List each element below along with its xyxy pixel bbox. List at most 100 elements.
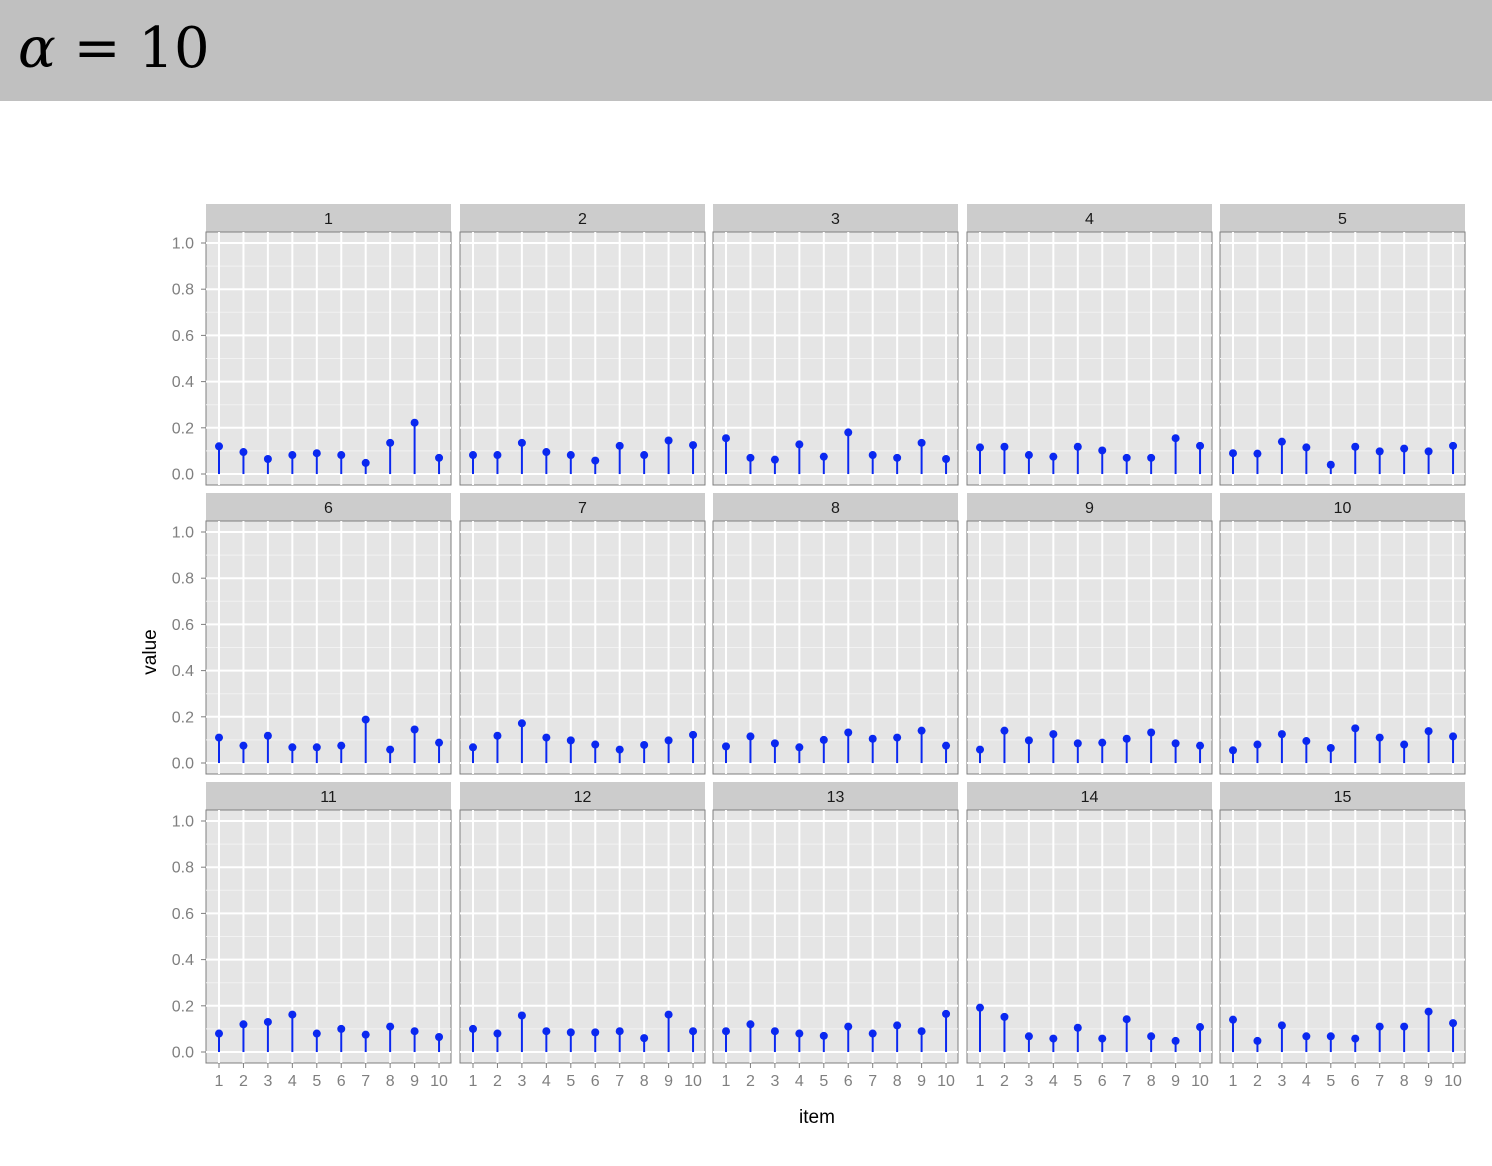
facet-strip [206,493,451,521]
x-tick-label: 4 [1049,1073,1058,1090]
x-tick-label: 10 [1444,1073,1462,1090]
x-tick-label: 8 [1147,1073,1156,1090]
data-point [976,1003,984,1012]
data-point [215,442,223,451]
x-tick-label: 1 [215,1073,224,1090]
x-tick-label: 10 [937,1073,955,1090]
facet-label: 12 [574,789,592,806]
data-point [288,743,297,752]
data-point [542,1027,551,1036]
data-point [337,451,346,460]
data-point [1196,1023,1205,1032]
facet-strip [713,782,958,810]
data-point [1024,736,1033,745]
facet-label: 3 [831,211,840,228]
data-point [591,740,600,749]
data-point [493,451,502,460]
data-point [1229,1015,1237,1024]
y-tick-label: 1.0 [172,814,194,831]
data-point [517,438,526,447]
y-tick-label: 0.0 [172,467,194,484]
data-point [917,1027,926,1036]
data-point [312,449,321,458]
facet-strip [1220,782,1465,810]
data-point [215,733,223,742]
data-point [1122,734,1131,743]
data-point [746,453,755,462]
data-point [312,743,321,752]
data-point [917,726,926,735]
data-point [722,742,730,751]
data-point [1351,724,1360,733]
facet-label: 15 [1334,789,1352,806]
y-tick-label: 0.0 [172,1045,194,1062]
data-point [868,734,877,743]
data-point [1171,1036,1180,1045]
data-point [942,454,951,463]
data-point [410,418,419,427]
facet-strip [1220,493,1465,521]
data-point [615,745,624,754]
data-point [770,1027,779,1036]
data-point [640,740,649,749]
data-point [1400,1022,1409,1031]
data-point [337,1024,346,1033]
data-point [1351,442,1360,451]
title-bar: α = 10 [0,0,1492,101]
x-tick-label: 4 [288,1073,297,1090]
facet-strip [206,782,451,810]
facet-label: 9 [1085,500,1094,517]
y-tick-label: 0.6 [172,617,194,634]
data-point [1449,732,1458,741]
facet-label: 2 [578,211,587,228]
data-point [893,453,902,462]
data-point [1424,447,1433,456]
data-point [893,1021,902,1030]
data-point [1049,452,1058,461]
data-point [1253,740,1262,749]
x-tick-label: 8 [386,1073,395,1090]
data-point [942,741,951,750]
y-axis-title: value [140,629,161,674]
data-point [566,1028,575,1037]
data-point [361,458,370,467]
page-title: α = 10 [18,14,210,84]
y-tick-label: 0.8 [172,282,194,299]
data-point [386,745,395,754]
data-point [1449,441,1458,450]
x-tick-label: 8 [1400,1073,1409,1090]
data-point [1326,460,1335,469]
x-tick-label: 3 [1277,1073,1286,1090]
data-point [239,448,248,457]
data-point [746,732,755,741]
data-point [664,1010,673,1019]
data-point [1302,737,1311,746]
data-point [591,456,600,465]
data-point [542,448,551,457]
data-point [542,733,551,742]
data-point [1147,453,1156,462]
data-point [1449,1019,1458,1028]
data-point [435,1032,444,1041]
data-point [689,730,698,739]
data-point [770,455,779,464]
x-tick-label: 2 [746,1073,755,1090]
data-point [1277,437,1286,446]
facet-strip [460,782,705,810]
data-point [615,441,624,450]
x-tick-label: 2 [493,1073,502,1090]
x-tick-label: 7 [1375,1073,1384,1090]
data-point [1253,449,1262,458]
y-tick-label: 1.0 [172,525,194,542]
data-point [664,736,673,745]
data-point [1400,740,1409,749]
x-tick-label: 4 [542,1073,551,1090]
data-point [1147,1032,1156,1041]
data-point [1253,1036,1262,1045]
x-tick-label: 5 [312,1073,321,1090]
data-point [770,739,779,748]
facet-label: 7 [578,500,587,517]
data-point [1171,739,1180,748]
data-point [819,452,828,461]
data-point [1196,741,1205,750]
